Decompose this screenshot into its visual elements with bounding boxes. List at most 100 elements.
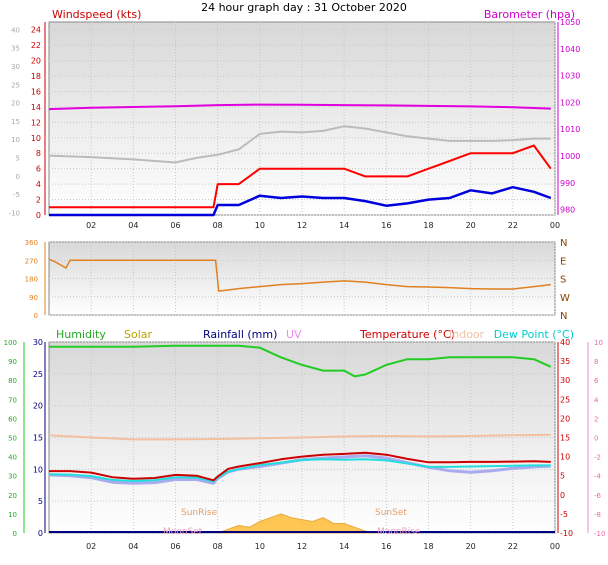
compass-label: W — [560, 293, 570, 304]
windspeed-tick-label: 20 — [31, 57, 41, 66]
rainfall-tick-label: 5 — [38, 497, 43, 506]
uv-tick-label: -2 — [594, 454, 601, 462]
windspeed-tick-label: 4 — [36, 180, 41, 189]
annotation-sunset: SunSet — [375, 508, 407, 518]
uv-tick-label: 6 — [594, 377, 599, 385]
wind-dir-tick-label: 270 — [25, 257, 38, 265]
x-tick-label: 08 — [213, 221, 223, 230]
humidity-tick-label: 90 — [8, 358, 17, 366]
x-tick-label: 10 — [255, 221, 265, 230]
x-tick-label: 22 — [508, 221, 518, 230]
barometer-tick-label: 1000 — [560, 152, 580, 161]
windspeed-tick-label: 8 — [36, 149, 41, 158]
uv-tick-label: -8 — [594, 511, 601, 519]
legend-rainfall: Rainfall (mm) — [203, 328, 277, 341]
windspeed2-tick-label: 40 — [11, 26, 20, 34]
rainfall-tick-label: 30 — [33, 338, 43, 347]
uv-tick-label: 2 — [594, 415, 598, 423]
x-tick-label: 00 — [550, 542, 560, 551]
x-tick-label: 04 — [128, 221, 138, 230]
x-tick-label: 02 — [86, 221, 96, 230]
uv-tick-label: -10 — [594, 530, 605, 538]
legend-humidity: Humidity — [56, 328, 106, 341]
uv-tick-label: 8 — [594, 358, 598, 366]
x-tick-label: 12 — [297, 221, 307, 230]
temperature-tick-label: -5 — [560, 510, 568, 519]
windspeed-tick-label: 6 — [36, 165, 41, 174]
temperature-tick-label: 20 — [560, 414, 570, 423]
wind-dir-tick-label: 360 — [25, 239, 38, 247]
legend-indoor: Indoor — [449, 328, 485, 341]
gray-line — [48, 125, 551, 164]
barometer-tick-label: 1040 — [560, 45, 580, 54]
barometer-tick-label: 990 — [560, 179, 575, 188]
wind-direction-line — [48, 258, 551, 292]
windspeed2-tick-label: 10 — [11, 136, 20, 144]
uv-tick-label: -4 — [594, 473, 602, 481]
annotation-sunrise: SunRise — [181, 508, 218, 518]
uv-tick-label: -6 — [594, 492, 602, 500]
x-tick-label: 06 — [170, 221, 180, 230]
chart-marks — [48, 103, 555, 534]
uv-tick-label: 10 — [594, 339, 603, 347]
barometer-tick-label: 980 — [560, 206, 575, 215]
temperature-tick-label: -10 — [560, 529, 573, 538]
humidity-tick-label: 40 — [8, 454, 17, 462]
x-tick-label: 04 — [128, 542, 138, 551]
rainfall-tick-label: 25 — [33, 370, 43, 379]
indoor-temperature-line — [48, 433, 551, 441]
humidity-tick-label: 30 — [8, 473, 17, 481]
wind-dir-tick-label: 0 — [34, 312, 38, 320]
windspeed-tick-label: 12 — [31, 118, 41, 127]
rainfall-tick-label: 20 — [33, 402, 43, 411]
humidity-line — [49, 344, 552, 378]
humidity-tick-label: 50 — [8, 435, 17, 443]
barometer-line — [48, 103, 551, 111]
x-tick-label: 22 — [508, 542, 518, 551]
temperature-tick-label: 5 — [560, 472, 565, 481]
windspeed-line — [49, 144, 552, 209]
x-tick-label: 02 — [86, 542, 96, 551]
solar-area — [217, 513, 376, 534]
x-tick-label: 12 — [297, 542, 307, 551]
x-tick-label: 06 — [170, 542, 180, 551]
legend-solar: Solar — [124, 328, 153, 341]
temperature-tick-label: 30 — [560, 376, 570, 385]
rainfall-tick-label: 10 — [33, 465, 43, 474]
windspeed-tick-label: 14 — [31, 103, 41, 112]
temperature-tick-label: 0 — [560, 491, 565, 500]
annotation-moonrise: MoonRise — [377, 527, 421, 537]
x-tick-label: 20 — [466, 542, 476, 551]
temperature-tick-label: 25 — [560, 395, 570, 404]
x-tick-label: 00 — [550, 221, 560, 230]
barometer-tick-label: 1050 — [560, 18, 580, 27]
temperature-tick-label: 15 — [560, 434, 570, 443]
humidity-tick-label: 70 — [8, 396, 17, 404]
x-tick-label: 08 — [213, 542, 223, 551]
humidity-tick-label: 60 — [8, 415, 17, 423]
x-tick-label: 16 — [381, 542, 391, 551]
humidity-tick-label: 20 — [8, 492, 17, 500]
barometer-tick-label: 1030 — [560, 72, 580, 81]
compass-label: N — [560, 311, 567, 322]
windspeed2-tick-label: 25 — [11, 81, 20, 89]
x-tick-label: 10 — [255, 542, 265, 551]
x-tick-label: 14 — [339, 221, 349, 230]
uv-tick-label: 4 — [594, 396, 599, 404]
windspeed2-tick-label: 30 — [11, 63, 20, 71]
windspeed2-tick-label: 35 — [11, 45, 20, 53]
barometer-tick-label: 1020 — [560, 98, 580, 107]
windspeed2-tick-label: 5 — [16, 155, 20, 163]
temperature-tick-label: 40 — [560, 338, 570, 347]
humidity-tick-label: 80 — [8, 377, 17, 385]
windspeed-tick-label: 2 — [36, 196, 41, 205]
windspeed-tick-label: 18 — [31, 72, 41, 81]
humidity-tick-label: 0 — [13, 530, 17, 538]
legend-dew-point: Dew Point (°C) — [494, 328, 574, 341]
x-tick-label: 16 — [381, 221, 391, 230]
windspeed-title: Windspeed (kts) — [52, 8, 141, 21]
rainfall-tick-label: 0 — [38, 529, 43, 538]
